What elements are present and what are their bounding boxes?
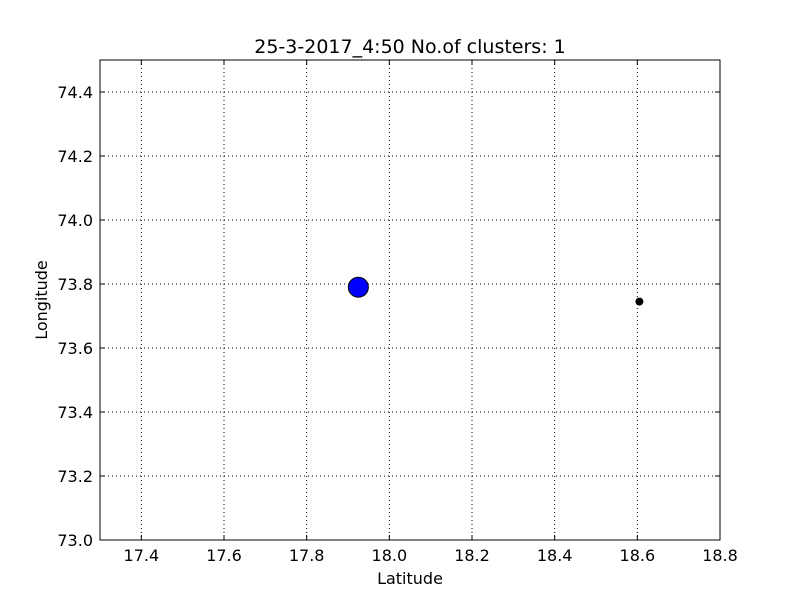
y-tick-label: 74.2: [57, 147, 93, 166]
x-tick-label: 18.4: [537, 546, 573, 565]
y-axis-label: Longitude: [32, 260, 51, 340]
y-tick-label: 74.4: [57, 83, 93, 102]
data-point: [347, 276, 369, 298]
plot-frame: [99, 59, 721, 541]
x-tick-label: 18.6: [620, 546, 656, 565]
x-axis-label: Latitude: [377, 569, 443, 588]
chart-title: 25-3-2017_4:50 No.of clusters: 1: [254, 36, 565, 58]
grid-layer: [100, 60, 720, 540]
x-tick-label: 18.2: [454, 546, 490, 565]
x-tick-label: 17.4: [124, 546, 160, 565]
x-tick-label: 17.8: [289, 546, 325, 565]
x-tick-label: 17.6: [206, 546, 242, 565]
data-point: [635, 297, 644, 306]
point-layer: [347, 276, 644, 306]
y-tick-label: 74.0: [57, 211, 93, 230]
y-tick-label: 73.2: [57, 467, 93, 486]
y-tick-label: 73.0: [57, 531, 93, 550]
y-tick-label: 73.8: [57, 275, 93, 294]
x-tick-label: 18.0: [372, 546, 408, 565]
y-tick-label: 73.6: [57, 339, 93, 358]
x-tick-label: 18.8: [702, 546, 738, 565]
y-tick-label: 73.4: [57, 403, 93, 422]
tick-layer: 17.4 17.6 17.8 18.0 18.2 18.4 18.6 18.8 73.0 73.2…: [57, 60, 738, 565]
